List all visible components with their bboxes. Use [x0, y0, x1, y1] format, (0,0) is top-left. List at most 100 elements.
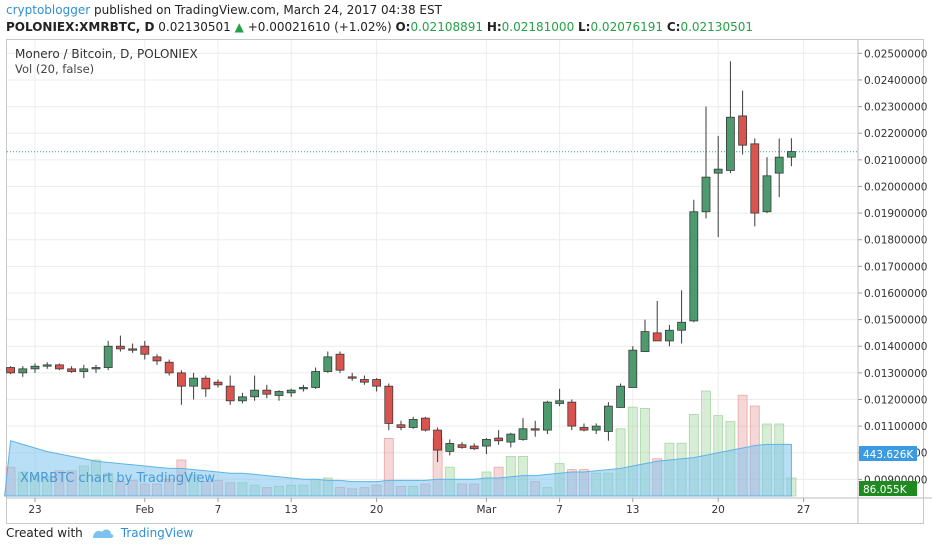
candle-body	[67, 368, 76, 372]
candle-body	[579, 427, 589, 431]
high-value: 0.02181000	[501, 20, 575, 34]
candle-body	[298, 387, 308, 390]
time-tick-label: 13	[285, 504, 298, 516]
volume-ma-area	[4, 440, 792, 497]
candle-body	[250, 389, 260, 398]
candle-body	[481, 439, 491, 447]
candle-body	[469, 445, 479, 450]
candle-body	[384, 385, 394, 424]
price-tick-label: 0.02100000	[864, 155, 927, 167]
candle-body	[787, 151, 796, 158]
volume-value-label: 86.055K	[863, 484, 908, 496]
candle-body	[176, 372, 186, 387]
candle-body	[689, 211, 699, 322]
price-tick-label: 0.01800000	[864, 235, 927, 247]
candle-body	[555, 400, 564, 404]
candle-body	[665, 329, 674, 342]
candle-body	[311, 371, 321, 388]
candle-body	[652, 332, 662, 342]
candle-body	[347, 376, 357, 379]
time-tick-label: 27	[797, 504, 810, 516]
time-tick-label: Mar	[476, 504, 496, 516]
close-label: C:	[666, 20, 681, 34]
candle-body	[237, 396, 247, 402]
candle-body	[274, 391, 284, 396]
volume-ma-value-label: 443.626K	[863, 449, 914, 461]
price-tick-label: 0.02500000	[864, 48, 927, 60]
candle-body	[530, 428, 540, 431]
price-tick-label: 0.02000000	[864, 181, 927, 193]
candle-body	[6, 367, 15, 374]
candle-body	[103, 345, 113, 368]
candle-body	[616, 385, 625, 408]
last-price: 0.02130501	[158, 20, 231, 34]
candle-body	[42, 364, 52, 367]
price-tick-label: 0.02400000	[864, 75, 927, 87]
candle-body	[494, 437, 504, 442]
candle-body	[116, 345, 125, 350]
candle-body	[30, 365, 40, 370]
candle-body	[18, 368, 28, 374]
candle-body	[762, 175, 772, 213]
candle-body	[726, 116, 735, 171]
time-tick-label: 13	[626, 504, 639, 516]
candle-body	[152, 356, 162, 362]
low-label: L:	[578, 20, 591, 34]
candle-body	[323, 356, 333, 372]
volume-value-label-bg	[859, 481, 917, 496]
symbol-label: POLONIEX:XMRBTC, D	[6, 20, 155, 34]
candle-body	[628, 349, 638, 388]
volume-legend: Vol (20, false)	[15, 62, 95, 76]
candle-body	[543, 401, 552, 431]
time-tick-label: 20	[370, 504, 383, 516]
time-tick-label: 7	[556, 504, 563, 516]
price-tick-label: 0.01500000	[864, 315, 927, 327]
ohlc-header: POLONIEX:XMRBTC, D 0.02130501 ▲ +0.00021…	[6, 20, 753, 34]
publish-info: published on TradingView.com, March 24, …	[93, 3, 442, 17]
time-tick-label: Feb	[136, 504, 155, 516]
candle-body	[359, 379, 369, 383]
candle-body	[604, 405, 613, 432]
candle-body	[396, 424, 406, 428]
price-tick-label: 0.01900000	[864, 208, 927, 220]
candle-body	[457, 444, 467, 448]
tradingview-logo-icon	[92, 529, 114, 538]
price-tick-label: 0.01300000	[864, 368, 927, 380]
footer: Created with TradingView	[6, 526, 193, 540]
close-value: 0.02130501	[680, 20, 753, 34]
candle-body	[55, 364, 64, 370]
candle-body	[506, 433, 516, 443]
candle-body	[201, 377, 211, 390]
candle-body	[164, 361, 174, 374]
candle-body	[128, 348, 138, 351]
candle-body	[701, 176, 711, 213]
tradingview-brand-link[interactable]: TradingView	[120, 526, 194, 540]
candle-body	[738, 115, 747, 146]
created-with-label: Created with	[6, 526, 83, 540]
open-label: O:	[395, 20, 411, 34]
candle-body	[372, 379, 382, 387]
time-tick-label: 23	[28, 504, 41, 516]
candle-body	[408, 419, 418, 428]
candle-body	[774, 156, 784, 174]
price-tick-label: 0.01100000	[864, 421, 927, 433]
candle-body	[713, 168, 723, 174]
candle-body	[567, 401, 577, 427]
candle-body	[591, 425, 601, 431]
chart-frame[interactable]	[6, 39, 924, 524]
candle-body	[79, 368, 89, 372]
change-arrow-icon: ▲	[234, 20, 244, 34]
candle-body	[518, 428, 528, 440]
price-tick-label: 0.01200000	[864, 394, 927, 406]
volume-ma-value-label-bg	[859, 446, 917, 461]
candle-body	[335, 353, 345, 371]
author-link[interactable]: cryptoblogger	[6, 3, 91, 17]
high-label: H:	[486, 20, 502, 34]
watermark: XMRBTC chart by TradingView	[20, 471, 216, 486]
candle-body	[189, 377, 199, 387]
candle-body	[213, 381, 223, 386]
change-value: +0.00021610 (+1.02%)	[247, 20, 392, 34]
chart-legend-title: Monero / Bitcoin, D, POLONIEX	[15, 47, 198, 61]
price-tick-label: 0.01600000	[864, 288, 927, 300]
